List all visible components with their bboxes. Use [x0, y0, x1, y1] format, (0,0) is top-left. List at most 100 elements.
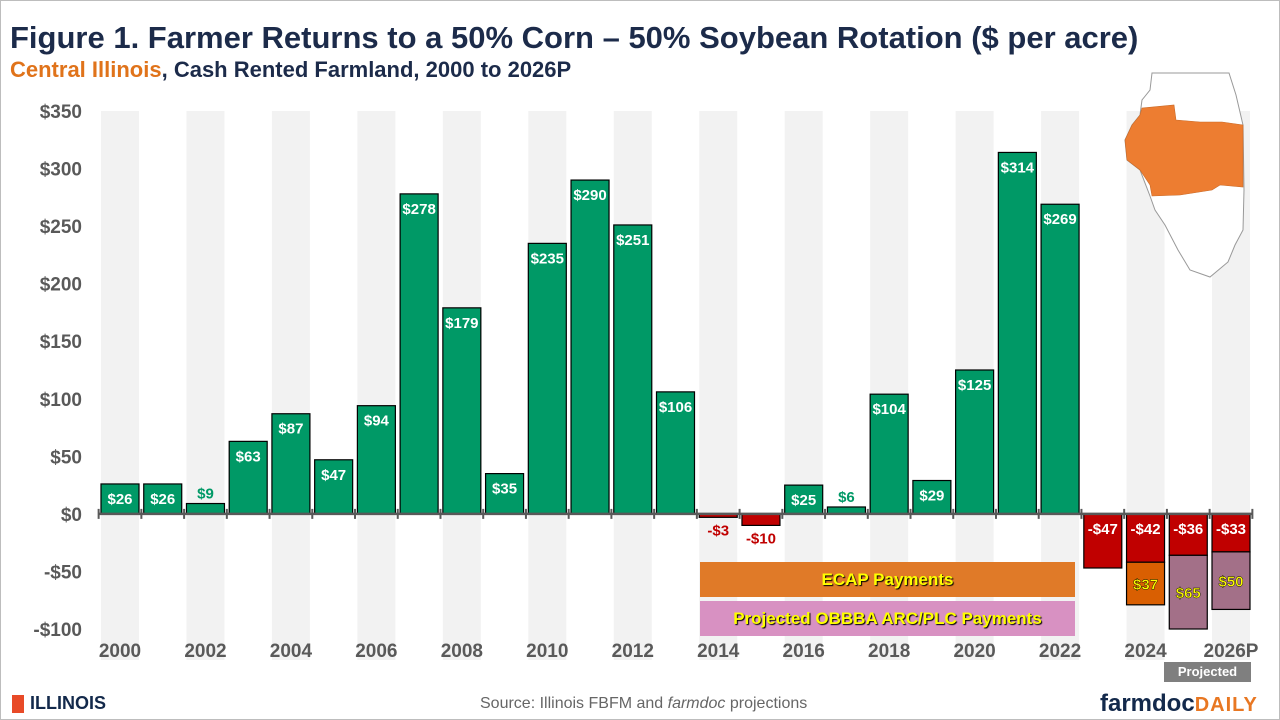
data-label: $37	[1133, 577, 1158, 594]
x-tick-label: 2018	[868, 641, 910, 662]
data-label: $50	[1218, 574, 1243, 591]
category-band	[357, 111, 396, 660]
x-tick-label: 2004	[270, 641, 313, 662]
data-label: -$47	[1088, 521, 1118, 538]
source-suffix: projections	[725, 695, 808, 712]
x-tick-label: 2016	[783, 641, 825, 662]
data-label: $26	[107, 491, 132, 508]
data-label: $47	[321, 467, 346, 484]
bar-returns	[314, 459, 354, 515]
data-label: $179	[445, 315, 478, 332]
illinois-map	[1124, 72, 1245, 278]
bar-returns	[655, 391, 696, 515]
source-note: Source: Illinois FBFM and farmdoc projec…	[480, 695, 807, 713]
x-tick-label: 2012	[612, 641, 654, 662]
x-tick-label: 2008	[441, 641, 483, 662]
category-band	[271, 111, 310, 660]
data-label: -$42	[1131, 521, 1161, 538]
x-tick-label: 2002	[184, 641, 226, 662]
bar-returns	[185, 502, 226, 515]
data-label: $9	[197, 486, 214, 503]
data-label: -$36	[1173, 521, 1203, 538]
category-band	[101, 111, 139, 660]
source-prefix: Source: Illinois FBFM and	[480, 695, 668, 712]
bar-returns	[570, 179, 610, 515]
bar-returns	[997, 151, 1037, 515]
y-tick-label: $150	[40, 332, 82, 353]
chart-subtitle: Central Illinois, Cash Rented Farmland, …	[10, 57, 571, 83]
data-label: $25	[791, 492, 816, 509]
data-label: -$10	[746, 530, 776, 547]
data-label: $290	[573, 187, 606, 204]
bar-returns	[399, 193, 439, 515]
farmdoc-logo-b: DAILY	[1194, 694, 1258, 716]
data-label: $26	[150, 491, 175, 508]
y-tick-label: $250	[40, 217, 82, 238]
data-label: $314	[1001, 159, 1035, 176]
illinois-block-i-icon	[12, 694, 24, 713]
y-tick-label: -$100	[33, 620, 82, 641]
projected-tag: Projected	[1164, 662, 1251, 682]
x-tick-label: 2020	[953, 641, 995, 662]
data-label: $87	[278, 421, 303, 438]
y-tick-label: $350	[40, 102, 82, 123]
bar-returns	[527, 242, 567, 515]
bar-returns	[1125, 513, 1166, 563]
subtitle-highlight: Central Illinois	[10, 57, 162, 82]
data-label: $278	[402, 201, 435, 218]
bar-returns	[1040, 203, 1080, 515]
bar-returns	[784, 484, 824, 515]
x-tick-label: 2014	[697, 641, 740, 662]
bar-returns	[484, 473, 525, 515]
y-tick-label: $300	[40, 160, 82, 181]
bar-returns	[228, 440, 268, 515]
subtitle-rest: , Cash Rented Farmland, 2000 to 2026P	[161, 57, 572, 82]
data-label: $269	[1043, 211, 1076, 228]
bar-returns	[1168, 513, 1208, 556]
illinois-logo: ILLINOIS	[12, 693, 106, 714]
bar-obbba	[1168, 554, 1208, 630]
central-illinois-region	[1124, 104, 1244, 197]
x-tick-label: 2022	[1039, 641, 1081, 662]
data-label: $106	[659, 399, 692, 416]
bar-returns	[356, 405, 396, 515]
chart-title: Figure 1. Farmer Returns to a 50% Corn –…	[10, 20, 1139, 55]
data-label: $6	[838, 489, 855, 506]
legend-ecap: ECAP Payments	[700, 562, 1075, 597]
data-label: $235	[531, 250, 564, 267]
x-tick-label: 2006	[355, 641, 397, 662]
bar-returns	[442, 307, 482, 515]
bar-returns	[869, 393, 909, 515]
bar-returns	[143, 483, 183, 515]
source-italic: farmdoc	[667, 695, 726, 712]
y-tick-label: $100	[40, 390, 82, 411]
bar-returns	[1083, 513, 1123, 569]
data-label: $65	[1176, 585, 1201, 602]
x-tick-label: 2026P	[1204, 641, 1259, 662]
y-tick-label: $200	[40, 275, 82, 296]
illinois-logo-text: ILLINOIS	[30, 693, 106, 713]
farmdoc-logo-a: farmdoc	[1100, 690, 1195, 717]
bar-ecap	[1125, 561, 1166, 606]
legend-obbba: Projected OBBBA ARC/PLC Payments	[700, 601, 1075, 636]
data-label: $29	[919, 488, 944, 505]
y-tick-label: -$50	[44, 562, 82, 583]
data-label: $35	[492, 481, 517, 498]
data-label: -$33	[1216, 521, 1246, 538]
data-label: $125	[958, 377, 991, 394]
bar-obbba	[1211, 551, 1251, 611]
bar-returns	[613, 224, 653, 515]
farmdoc-daily-logo: farmdocDAILY	[1100, 690, 1258, 718]
y-tick-label: $0	[61, 505, 82, 526]
category-band	[186, 111, 225, 660]
data-label: $251	[616, 232, 649, 249]
data-label: $63	[236, 448, 261, 465]
y-tick-label: $50	[50, 447, 82, 468]
x-tick-label: 2000	[99, 641, 141, 662]
data-label: $94	[364, 413, 390, 430]
bar-returns	[912, 479, 952, 515]
bar-returns	[955, 369, 995, 515]
x-tick-label: 2010	[526, 641, 568, 662]
data-label: -$3	[707, 522, 729, 539]
